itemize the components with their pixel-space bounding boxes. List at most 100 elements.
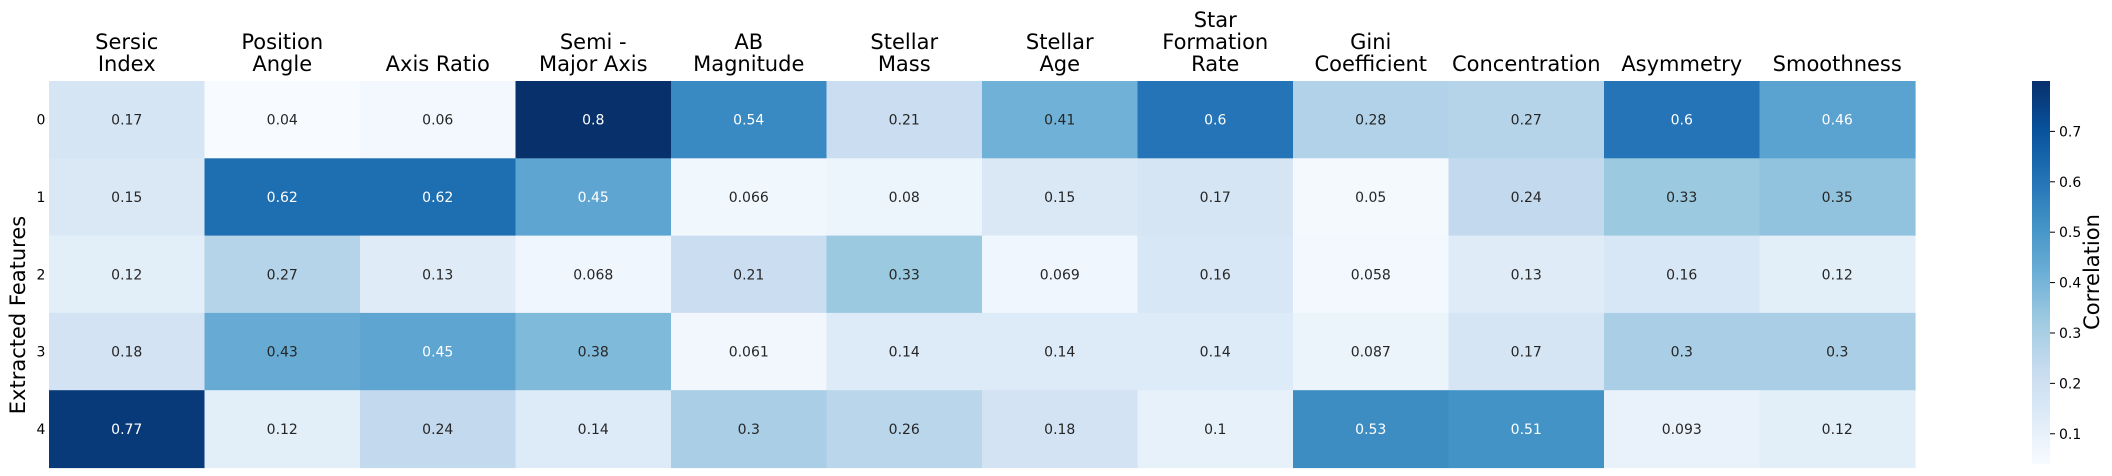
- cell-value-label: 0.068: [573, 267, 613, 283]
- cell-value-label: 0.12: [1822, 422, 1853, 438]
- heatmap-cell: [49, 390, 206, 469]
- heatmap-cell: [671, 312, 828, 391]
- colorbar-label: Correlation: [2080, 214, 2104, 330]
- cell-value-label: 0.14: [578, 422, 609, 438]
- cell-value-label: 0.06: [422, 113, 453, 129]
- colorbar-tick-label: 0.5: [2059, 225, 2081, 241]
- cell-value-label: 0.6: [1204, 113, 1226, 129]
- cell-value-label: 0.62: [267, 190, 298, 206]
- colorbar-tick-label: 0.3: [2059, 326, 2081, 342]
- heatmap-cell: [671, 81, 828, 159]
- heatmap-cell: [1604, 158, 1761, 237]
- colorbar-tick-label: 0.4: [2059, 276, 2081, 292]
- heatmap-cell: [1604, 390, 1761, 469]
- heatmap-cell: [1293, 158, 1450, 237]
- heatmap-cell: [515, 390, 672, 469]
- heatmap-cell: [982, 158, 1139, 237]
- heatmap-cell: [1759, 390, 1916, 469]
- cell-value-label: 0.35: [1822, 190, 1853, 206]
- heatmap-cell: [826, 81, 983, 159]
- column-label: Axis Ratio: [386, 52, 490, 76]
- heatmap-cell: [204, 312, 361, 391]
- heatmap-cell: [826, 312, 983, 391]
- cell-value-label: 0.16: [1666, 267, 1697, 283]
- heatmap-cell: [671, 390, 828, 469]
- colorbar-ticks: 0.1 0.2 0.3 0.4 0.5 0.6 0.7: [2050, 124, 2081, 443]
- heatmap-cell: [204, 81, 361, 159]
- cell-value-label: 0.087: [1351, 345, 1391, 361]
- heatmap-cell: [1137, 235, 1294, 314]
- cell-value-label: 0.3: [738, 422, 760, 438]
- heatmap-cell: [360, 390, 517, 469]
- heatmap-cell: [1293, 390, 1450, 469]
- cell-value-label: 0.77: [111, 422, 142, 438]
- heatmap-cell: [515, 158, 672, 237]
- column-label: Gini Coefficient: [1314, 30, 1427, 76]
- cell-value-label: 0.15: [1044, 190, 1075, 206]
- row-labels: 0 1 2 3 4: [37, 113, 46, 438]
- heatmap-cell: [982, 81, 1139, 159]
- cell-value-label: 0.13: [1511, 267, 1542, 283]
- colorbar: [2032, 81, 2050, 464]
- column-label: AB Magnitude: [693, 30, 804, 76]
- heatmap-cell: [1448, 81, 1605, 159]
- colorbar-tick-label: 0.7: [2059, 124, 2081, 140]
- heatmap-cell: [1759, 235, 1916, 314]
- heatmap-cell: [982, 390, 1139, 469]
- heatmap-cell: [204, 235, 361, 314]
- heatmap-cell: [204, 390, 361, 469]
- cell-value-label: 0.12: [111, 267, 142, 283]
- cell-value-label: 0.04: [267, 113, 298, 129]
- heatmap-cell: [1293, 81, 1450, 159]
- heatmap-cell: [1759, 312, 1916, 391]
- cell-value-label: 0.6: [1671, 113, 1693, 129]
- cell-value-label: 0.24: [1511, 190, 1542, 206]
- cell-value-label: 0.17: [1200, 190, 1231, 206]
- heatmap-cell: [982, 235, 1139, 314]
- heatmap-cell: [1137, 312, 1294, 391]
- heatmap-cell: [49, 158, 206, 237]
- cell-value-label: 0.38: [578, 345, 609, 361]
- cell-value-label: 0.066: [729, 190, 769, 206]
- heatmap-cell: [515, 312, 672, 391]
- cell-value-label: 0.43: [267, 345, 298, 361]
- cell-value-label: 0.14: [1200, 345, 1231, 361]
- heatmap-cell: [1293, 235, 1450, 314]
- row-label: 0: [37, 113, 46, 129]
- heatmap-cell: [515, 81, 672, 159]
- cell-value-label: 0.3: [1671, 345, 1693, 361]
- heatmap-cell: [826, 390, 983, 469]
- heatmap-cell: [1448, 390, 1605, 469]
- cell-value-label: 0.21: [733, 267, 764, 283]
- heatmap-cell: [671, 158, 828, 237]
- cell-value-label: 0.14: [889, 345, 920, 361]
- cell-value-label: 0.061: [729, 345, 769, 361]
- row-label: 3: [37, 345, 46, 361]
- heatmap-cell: [204, 158, 361, 237]
- cell-value-label: 0.62: [422, 190, 453, 206]
- row-label: 1: [37, 190, 46, 206]
- column-label: Star Formation Rate: [1162, 8, 1268, 76]
- heatmap-cell: [1448, 312, 1605, 391]
- cell-value-label: 0.14: [1044, 345, 1075, 361]
- cell-value-label: 0.27: [1511, 113, 1542, 129]
- cell-value-label: 0.17: [111, 113, 142, 129]
- heatmap-cell: [360, 312, 517, 391]
- cell-value-label: 0.33: [889, 267, 920, 283]
- column-label: Smoothness: [1773, 52, 1902, 76]
- row-label: 4: [37, 422, 46, 438]
- heatmap-cell: [826, 158, 983, 237]
- cell-value-label: 0.069: [1040, 267, 1080, 283]
- cell-value-label: 0.21: [889, 113, 920, 129]
- column-label: Stellar Age: [1026, 30, 1094, 76]
- cell-value-label: 0.3: [1826, 345, 1848, 361]
- cell-value-label: 0.53: [1355, 422, 1386, 438]
- cell-value-label: 0.24: [422, 422, 453, 438]
- cell-value-label: 0.45: [422, 345, 453, 361]
- cell-value-label: 0.12: [267, 422, 298, 438]
- colorbar-tick-label: 0.1: [2059, 427, 2081, 443]
- colorbar-tick-label: 0.2: [2059, 376, 2081, 392]
- column-label: Stellar Mass: [870, 30, 938, 76]
- column-labels: Sersic Index Position Angle Axis Ratio Semi -…: [95, 8, 1902, 76]
- cell-value-label: 0.41: [1044, 113, 1075, 129]
